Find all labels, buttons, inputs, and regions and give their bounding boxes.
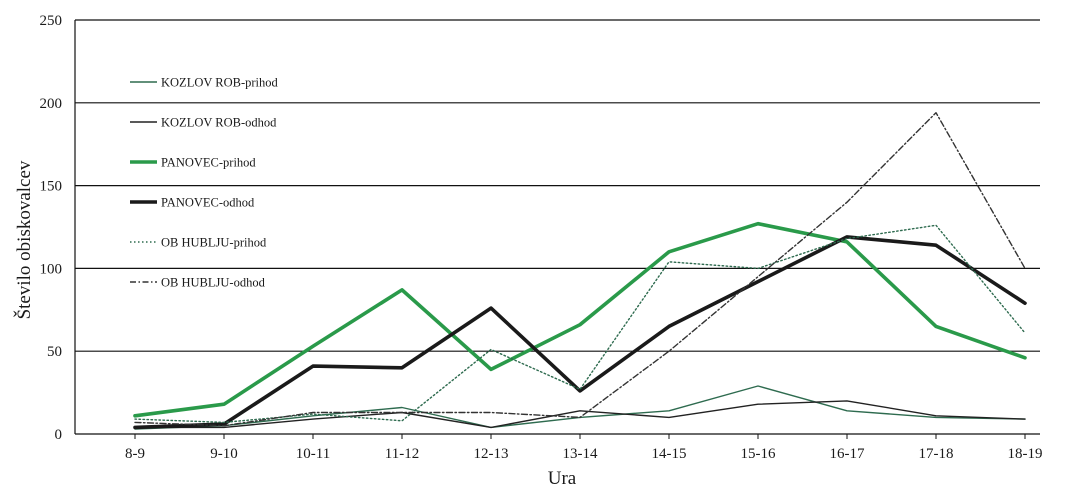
x-tick-label: 10-11 — [296, 446, 330, 462]
x-tick-label: 13-14 — [563, 446, 598, 462]
series-line-5 — [134, 224, 1026, 424]
series-line-4 — [133, 235, 1027, 430]
series-line-2 — [134, 400, 1026, 429]
y-axis-title: Število obiskovalcev — [13, 160, 35, 319]
x-tick-label: 11-12 — [385, 446, 419, 462]
y-tick-label: 200 — [40, 96, 63, 112]
legend-label: OB HUBLJU-odhod — [161, 276, 266, 290]
x-tick-label: 12-13 — [474, 446, 509, 462]
legend-label: PANOVEC-prihod — [161, 156, 256, 170]
series-line-6 — [134, 111, 1026, 427]
x-tick-label: 16-17 — [830, 446, 865, 462]
legend: KOZLOV RОB-prihod KOZLOV RОB-odhod PANOVEC… — [130, 76, 279, 290]
legend-label: KOZLOV RОB-odhod — [161, 116, 277, 130]
x-axis-title: Ura — [548, 468, 577, 489]
legend-label: OB HUBLJU-prihod — [161, 236, 267, 250]
y-tick-label: 150 — [40, 179, 63, 195]
y-tick-label: 0 — [55, 427, 63, 443]
x-tick-label: 9-10 — [210, 446, 238, 462]
gridlines — [75, 19, 1040, 352]
x-tick-label: 17-18 — [919, 446, 954, 462]
legend-label: PANOVEC-odhod — [161, 196, 255, 210]
x-tick-label: 8-9 — [125, 446, 145, 462]
axes — [74, 20, 1040, 439]
tick-labels: 0 50 100 150 200 250 8-9 9-10 10-11 11-12 12-13 13-… — [40, 13, 1043, 462]
y-tick-label: 50 — [47, 344, 62, 360]
y-tick-label: 250 — [40, 13, 63, 29]
x-tick-label: 18-19 — [1008, 446, 1043, 462]
x-tick-label: 14-15 — [652, 446, 687, 462]
x-tick-label: 15-16 — [741, 446, 776, 462]
series-line-3 — [133, 221, 1027, 418]
y-tick-label: 100 — [40, 261, 63, 277]
series-lines — [133, 111, 1027, 430]
legend-label: KOZLOV RОB-prihod — [161, 76, 279, 90]
